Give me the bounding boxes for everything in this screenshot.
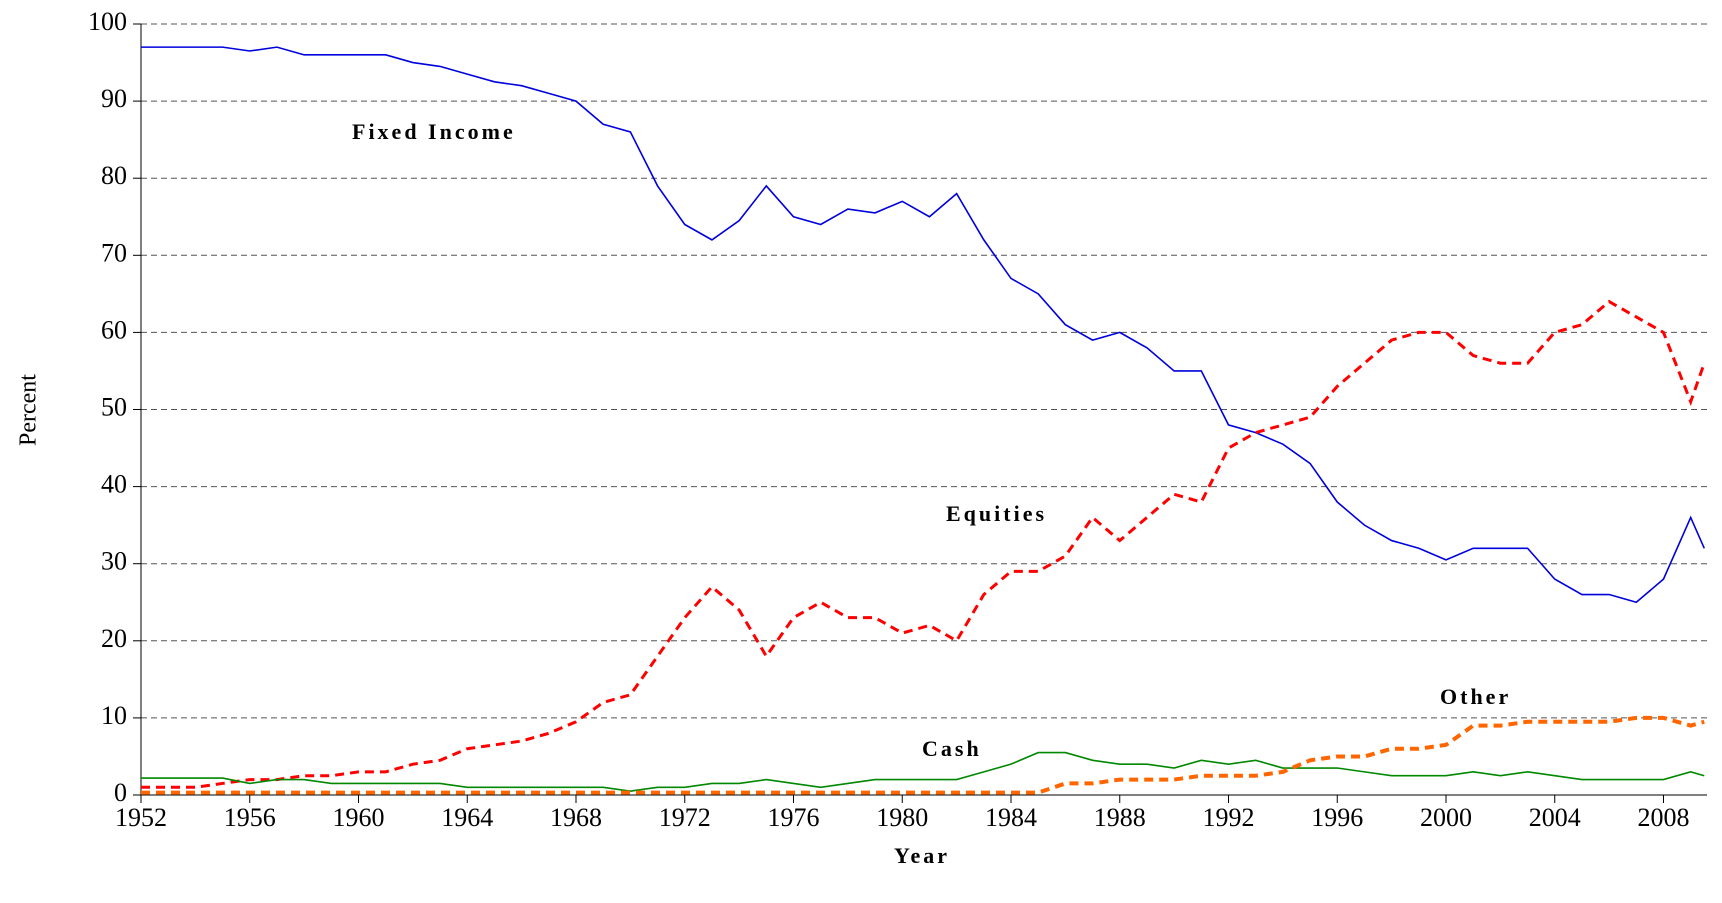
x-tick-label: 1960 — [333, 803, 385, 832]
x-tick-label: 2008 — [1638, 803, 1690, 832]
x-tick-label: 1976 — [768, 803, 820, 832]
x-tick-label: 1968 — [550, 803, 602, 832]
y-tick-label: 30 — [101, 547, 127, 576]
y-tick-label: 50 — [101, 392, 127, 421]
x-tick-label: 2004 — [1529, 803, 1581, 832]
series-label: Equities — [946, 501, 1047, 526]
y-tick-label: 20 — [101, 624, 127, 653]
y-tick-label: 90 — [101, 84, 127, 113]
x-tick-label: 1956 — [224, 803, 276, 832]
x-tick-label: 1996 — [1311, 803, 1363, 832]
series-line — [141, 751, 1705, 792]
x-tick-label: 1980 — [876, 803, 928, 832]
y-tick-label: 100 — [88, 7, 127, 36]
y-tick-label: 80 — [101, 161, 127, 190]
x-tick-label: 1972 — [659, 803, 711, 832]
y-tick-label: 0 — [114, 778, 127, 807]
x-tick-label: 2000 — [1420, 803, 1472, 832]
y-tick-label: 60 — [101, 315, 127, 344]
x-tick-label: 1964 — [441, 803, 493, 832]
x-tick-label: 1952 — [115, 803, 167, 832]
x-tick-label: 1988 — [1094, 803, 1146, 832]
series-label: Fixed Income — [352, 119, 516, 144]
series-line — [141, 715, 1705, 795]
y-tick-label: 40 — [101, 470, 127, 499]
y-axis-label: Percent — [16, 374, 42, 446]
series-label: Other — [1440, 684, 1511, 709]
y-tick-label: 10 — [101, 701, 127, 730]
y-tick-label: 70 — [101, 238, 127, 267]
x-tick-label: 1984 — [985, 803, 1037, 832]
series-line — [141, 299, 1706, 789]
x-tick-label: 1992 — [1203, 803, 1255, 832]
x-axis-label: Year — [894, 843, 950, 868]
series-line — [141, 46, 1706, 604]
series-label: Cash — [922, 736, 982, 761]
